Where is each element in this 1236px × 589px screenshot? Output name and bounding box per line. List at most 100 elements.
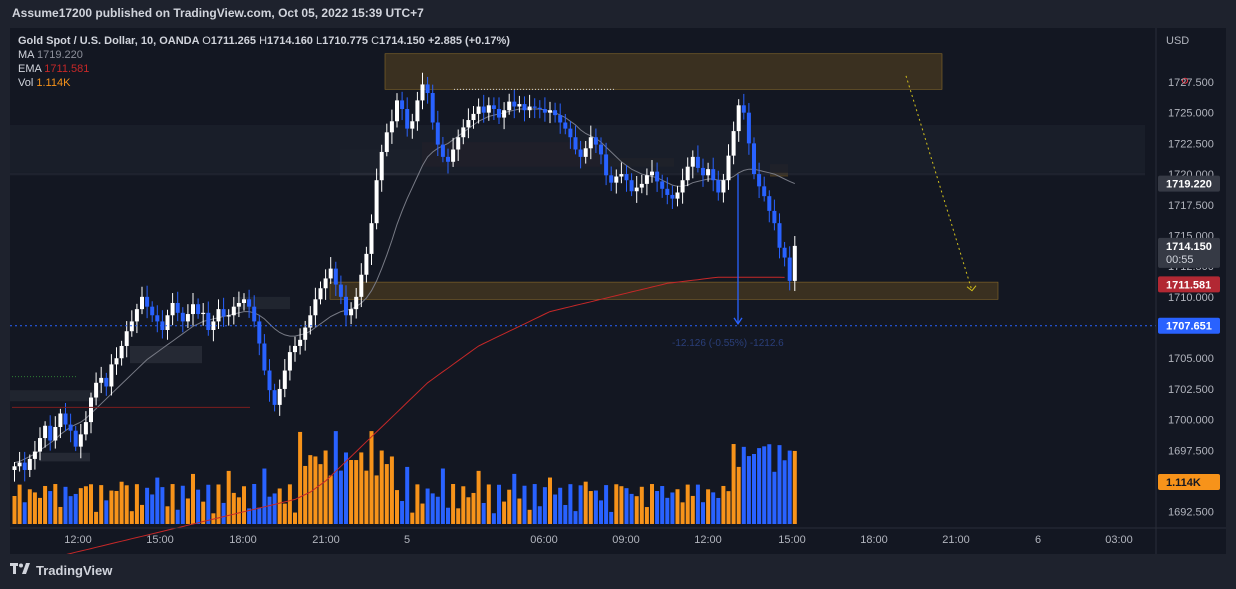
candle-body: [563, 122, 568, 129]
ema-label[interactable]: EMA: [18, 63, 42, 75]
candle-body: [94, 382, 99, 398]
candle-body: [767, 196, 772, 211]
volume-bar: [767, 444, 772, 524]
volume-bar: [282, 503, 287, 524]
volume-bar: [191, 473, 195, 524]
candle-body: [405, 108, 410, 129]
tradingview-footer[interactable]: TradingView: [10, 562, 112, 578]
candle-body: [221, 309, 226, 317]
candle-body: [389, 121, 394, 133]
candle-body: [410, 121, 415, 129]
volume-bar: [175, 509, 180, 524]
volume-bar: [89, 484, 93, 524]
candle-body: [711, 169, 716, 181]
volume-bar: [548, 477, 552, 524]
chart-frame[interactable]: -12.126 (-0.55%) -1212.6 USD 1727.500 1725…: [10, 28, 1226, 568]
candle-body: [746, 112, 751, 144]
volume-bar: [349, 459, 354, 524]
candle-body: [553, 110, 558, 116]
candle-body: [201, 312, 206, 315]
volume-bar: [389, 456, 394, 524]
candle-body: [588, 137, 593, 149]
projection-arrow-head: [966, 285, 977, 292]
candle-body: [537, 107, 542, 109]
volume-bar: [644, 507, 649, 524]
candle-body: [542, 108, 547, 113]
volume-bar: [537, 506, 542, 524]
time-tick: 21:00: [312, 534, 340, 546]
volume-bar: [614, 484, 619, 524]
volume-bar: [762, 446, 767, 524]
candle-body: [242, 299, 246, 303]
volume-bar: [634, 496, 639, 524]
volume-bar: [165, 506, 170, 524]
volume-bar: [104, 500, 109, 524]
candle-body: [32, 451, 37, 459]
candle-body: [752, 143, 756, 175]
candle-body: [38, 438, 42, 452]
candle-body: [170, 302, 175, 316]
volume-bar: [257, 507, 262, 524]
vol-label[interactable]: Vol: [18, 77, 34, 89]
symbol-name[interactable]: Gold Spot / U.S. Dollar, 10, OANDA: [18, 35, 200, 47]
candle-body: [272, 390, 277, 405]
time-tick: 12:00: [64, 534, 92, 546]
candle-body: [43, 425, 48, 439]
measure-arrow-head: [733, 317, 743, 326]
volume-bar: [78, 488, 83, 524]
volume-bar: [277, 488, 282, 524]
volume-bar: [772, 471, 777, 524]
gray-zone: [130, 345, 202, 364]
candle-body: [772, 210, 777, 224]
volume-bar: [206, 484, 211, 524]
low-value: 1710.775: [322, 35, 369, 47]
volume-bar: [471, 492, 476, 524]
volume-bar: [425, 488, 430, 524]
candle-body: [675, 192, 680, 199]
candle-body: [665, 188, 670, 195]
volume-bar: [99, 485, 104, 524]
volume-bar: [787, 450, 792, 524]
candle-body: [522, 104, 527, 111]
candle-body: [680, 180, 685, 193]
candle-body: [456, 137, 461, 150]
volume-bar: [53, 484, 58, 524]
candle-body: [140, 296, 144, 310]
candle-body: [344, 296, 348, 316]
volume-bar: [359, 452, 364, 524]
volume-bar: [109, 490, 114, 524]
volume-bar: [328, 475, 333, 524]
price-chart[interactable]: -12.126 (-0.55%) -1212.6 USD 1727.500 1725…: [10, 28, 1226, 568]
volume-bar: [27, 489, 32, 524]
candle-body: [323, 278, 328, 289]
volume-bar: [792, 450, 797, 524]
volume-bar: [150, 494, 155, 524]
volume-bar: [420, 503, 425, 524]
volume-bar: [344, 452, 348, 524]
candle-body: [83, 422, 88, 435]
volume-bar: [124, 485, 129, 524]
gray-zone: [40, 452, 90, 462]
volume-bar: [12, 496, 17, 524]
price-tick: 1692.500: [1168, 507, 1214, 519]
candle-body: [466, 120, 471, 128]
volume-bar: [379, 450, 384, 524]
volume-bar: [252, 484, 257, 524]
price-tick: 1710.000: [1168, 292, 1214, 304]
candle-body: [639, 183, 644, 188]
ma-label[interactable]: MA: [18, 49, 34, 61]
volume-bar: [466, 497, 471, 524]
candle-body: [293, 345, 297, 353]
volume-bar: [517, 498, 522, 524]
open-value: 1711.265: [210, 35, 257, 47]
candle-body: [22, 462, 27, 470]
volume-bar: [522, 485, 527, 524]
volume-bar: [94, 511, 99, 524]
candle-body: [165, 315, 170, 330]
candle-body: [573, 137, 578, 150]
time-tick: 18:00: [860, 534, 888, 546]
candle-body: [568, 128, 573, 138]
volume-bar: [185, 498, 190, 524]
volume-bar: [114, 490, 119, 524]
candle-body: [114, 358, 119, 365]
